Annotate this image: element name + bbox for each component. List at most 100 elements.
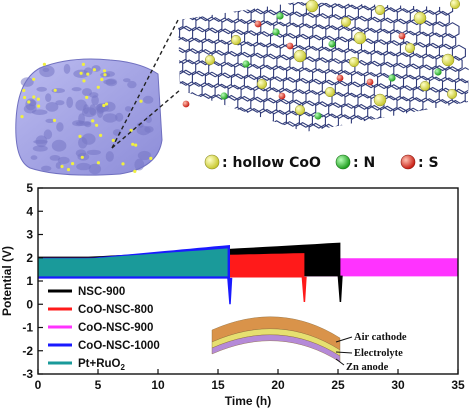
cobalt-oxide-dot <box>71 162 75 166</box>
cobalt-oxide-atom <box>446 88 458 100</box>
x-tick-label: 0 <box>35 378 42 392</box>
cobalt-oxide-atom <box>404 42 416 54</box>
pore <box>88 163 102 175</box>
cobalt-oxide-atom <box>374 4 386 16</box>
pore <box>123 78 131 83</box>
cobalt-oxide-atom <box>256 78 268 90</box>
cobalt-oxide-dot <box>36 97 41 101</box>
pore <box>81 133 96 145</box>
y-tick-label: 4 <box>26 204 33 218</box>
cobalt-oxide-dot <box>134 143 138 147</box>
cobalt-oxide-dot <box>82 79 86 83</box>
pore <box>137 150 152 161</box>
cobalt-oxide-dot <box>100 77 104 82</box>
cobalt-oxide-dot <box>92 68 96 72</box>
cobalt-oxide-dot <box>66 168 71 172</box>
pore <box>89 92 99 98</box>
cobalt-oxide-atom <box>449 0 461 10</box>
legend-label-s: : S <box>418 155 439 171</box>
cobalt-oxide-dot <box>27 100 31 104</box>
y-tick-label: 3 <box>26 228 33 242</box>
pore <box>134 158 145 171</box>
cobalt-oxide-dot <box>86 72 90 76</box>
pore <box>86 149 102 155</box>
pore <box>71 87 82 92</box>
battery-pointer-air-cathode <box>335 336 353 343</box>
pore <box>57 156 70 164</box>
sulfur-atom <box>254 20 262 28</box>
nitrogen-marker-icon <box>335 154 351 170</box>
legend-label-hollow-coo: : hollow CoO <box>222 155 321 171</box>
pore <box>81 107 97 118</box>
cobalt-oxide-dot <box>102 69 107 73</box>
cobalt-oxide-dot <box>91 119 95 123</box>
cobalt-oxide-dot <box>96 161 100 165</box>
cobalt-oxide-atom <box>230 34 242 46</box>
sulfur-atom <box>286 42 294 50</box>
y-tick-label: -1 <box>22 321 33 335</box>
x-axis-title: Time (h) <box>225 394 271 408</box>
pore <box>49 155 61 161</box>
cobalt-oxide-dot <box>129 128 133 132</box>
pore <box>55 100 65 106</box>
pore <box>51 88 65 94</box>
series-end-drop-nsc-900 <box>337 275 343 302</box>
sulfur-atom <box>398 32 406 40</box>
flexible-battery-inset: Air cathode Electrolyte Zn anode <box>211 316 407 373</box>
pore <box>45 118 55 123</box>
legend-label-coo-nsc-800: CoO-NSC-800 <box>78 304 153 316</box>
pore <box>51 139 67 152</box>
sulfur-atom <box>366 78 374 86</box>
battery-pointer-zn-anode <box>335 358 345 366</box>
cobalt-oxide-dot <box>37 104 41 108</box>
pore <box>42 67 50 72</box>
pore <box>32 145 48 152</box>
chart: 0 5 10 15 20 25 30 35 -3 -2 -1 0 1 2 3 4 5 Time (h) Pote… <box>0 181 465 408</box>
nitrogen-atom <box>388 74 396 82</box>
pore <box>115 112 124 122</box>
cobalt-oxide-dot <box>22 88 26 93</box>
cobalt-oxide-atom <box>340 16 352 28</box>
y-tick-label: 1 <box>26 274 33 288</box>
y-axis-title: Potential (V) <box>0 246 14 316</box>
cobalt-oxide-atom <box>353 31 367 45</box>
cobalt-oxide-atom <box>204 54 216 66</box>
battery-label-zn-anode: Zn anode <box>346 362 389 373</box>
pore <box>76 162 91 171</box>
graphene-sheet-illustration <box>178 0 470 132</box>
nitrogen-atom <box>272 28 280 36</box>
legend-label-pt-ruo2: Pt+RuO2 <box>78 358 126 372</box>
battery-label-electrolyte: Electrolyte <box>354 348 403 359</box>
pore <box>145 115 152 124</box>
cobalt-oxide-atom <box>324 86 336 98</box>
pore <box>124 106 132 112</box>
porous-particle-illustration <box>15 58 163 176</box>
cobalt-oxide-atom <box>305 0 319 13</box>
cobalt-oxide-dot <box>149 156 153 160</box>
series-band-pt-ruo <box>38 248 228 277</box>
pore <box>45 93 52 102</box>
legend-label-coo-nsc-1000: CoO-NSC-1000 <box>78 340 160 352</box>
nitrogen-atom <box>242 60 250 68</box>
y-tick-label: 0 <box>26 297 33 311</box>
cobalt-oxide-dot <box>103 73 107 77</box>
pore <box>75 99 87 111</box>
pore <box>144 126 154 133</box>
sulfur-marker-icon <box>400 154 416 170</box>
cobalt-oxide-dot <box>131 142 135 146</box>
pore <box>66 96 74 109</box>
cobalt-oxide-dot <box>111 138 115 142</box>
cobalt-oxide-atom <box>441 53 455 67</box>
cobalt-oxide-dot <box>42 62 47 66</box>
series-end-drop-coo-nsc-1000 <box>227 277 233 305</box>
cobalt-oxide-dot <box>104 102 109 106</box>
pore <box>143 95 154 104</box>
cobalt-oxide-dot <box>78 134 82 138</box>
pore <box>127 80 137 89</box>
x-tick-label: 25 <box>331 378 345 392</box>
sulfur-atom <box>182 100 190 108</box>
cobalt-oxide-dot <box>80 155 84 159</box>
series-end-drop-coo-nsc-800 <box>301 276 307 302</box>
x-tick-label: 30 <box>391 378 405 392</box>
